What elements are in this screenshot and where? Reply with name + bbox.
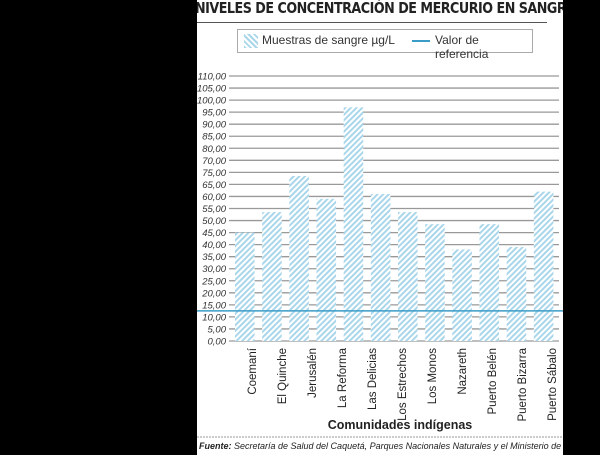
- y-tick-label: 30,00: [202, 264, 226, 275]
- bar: [262, 212, 282, 341]
- legend-swatch-line: [412, 40, 430, 42]
- source-text: Secretaría de Salud del Caquetá, Parques…: [231, 441, 563, 451]
- title-rule: [197, 22, 547, 23]
- chart-title: NIVELES DE CONCENTRACIÓN DE MERCURIO EN …: [197, 0, 563, 17]
- x-tick-label: Jerusalén: [307, 348, 319, 398]
- y-tick-label: 105,00: [197, 84, 227, 95]
- bar: [479, 224, 500, 341]
- x-axis-label: Comunidades indígenas: [328, 418, 473, 432]
- legend-label-bars: Muestras de sangre µg/L: [262, 33, 395, 47]
- y-tick-label: 85,00: [202, 132, 226, 143]
- y-tick-label: 75,00: [202, 168, 226, 179]
- x-tick-label: Puerto Bizarra: [517, 347, 529, 421]
- bar: [343, 107, 364, 342]
- bar: [506, 247, 527, 341]
- bar: [289, 175, 309, 341]
- x-tick-label: El Quinche: [277, 348, 289, 404]
- y-tick-label: 70,00: [202, 156, 226, 167]
- y-tick-label: 45,00: [202, 228, 226, 239]
- y-tick-label: 0,00: [208, 337, 227, 348]
- x-tick-label: Puerto Sábalo: [547, 348, 559, 421]
- y-tick-label: 25,00: [201, 276, 226, 287]
- bar: [235, 232, 255, 341]
- y-tick-label: 15,00: [202, 300, 226, 311]
- bar: [398, 212, 418, 341]
- x-tick-label: Nazareth: [457, 348, 469, 395]
- source-note: Fuente: Secretaría de Salud del Caquetá,…: [199, 441, 563, 451]
- bar: [425, 224, 445, 341]
- y-tick-label: 10,00: [202, 312, 226, 323]
- chart-panel: NIVELES DE CONCENTRACIÓN DE MERCURIO EN …: [197, 0, 563, 455]
- x-tick-label: Los Monos: [427, 348, 439, 405]
- legend-swatch-bars: [244, 34, 258, 48]
- legend: Muestras de sangre µg/L Valor de referen…: [237, 29, 533, 61]
- y-tick-label: 20,00: [201, 288, 226, 299]
- bar: [316, 198, 337, 341]
- bar: [370, 194, 391, 341]
- x-tick-label: Coemaní: [247, 347, 259, 394]
- x-tick-label: Las Delicias: [367, 348, 379, 410]
- y-tick-label: 95,00: [202, 108, 226, 119]
- x-tick-label: Puerto Belén: [487, 348, 499, 415]
- y-tick-label: 65,00: [202, 180, 226, 191]
- y-tick-label: 60,00: [202, 192, 226, 203]
- legend-label-line: Valor de referencia: [435, 33, 489, 61]
- y-tick-label: 50,00: [202, 216, 226, 227]
- x-tick-label: Los Estrechos: [397, 348, 409, 421]
- y-tick-label: 80,00: [202, 144, 226, 155]
- y-tick-label: 55,00: [202, 204, 226, 215]
- y-tick-label: 100,00: [197, 96, 227, 107]
- source-label: Fuente:: [199, 441, 232, 451]
- y-tick-label: 90,00: [202, 120, 226, 131]
- chart-plot: 0,00 5,0010,0015,0020,0025,0030,0035,0040…: [197, 72, 563, 438]
- y-tick-label: 35,00: [202, 252, 226, 263]
- bar: [452, 249, 472, 341]
- x-tick-label: La Reforma: [337, 347, 349, 408]
- y-tick-label: 110,00: [198, 72, 227, 83]
- y-tick-label: 40,00: [202, 240, 226, 251]
- y-tick-label: 5,00: [208, 324, 227, 335]
- bar: [533, 191, 554, 341]
